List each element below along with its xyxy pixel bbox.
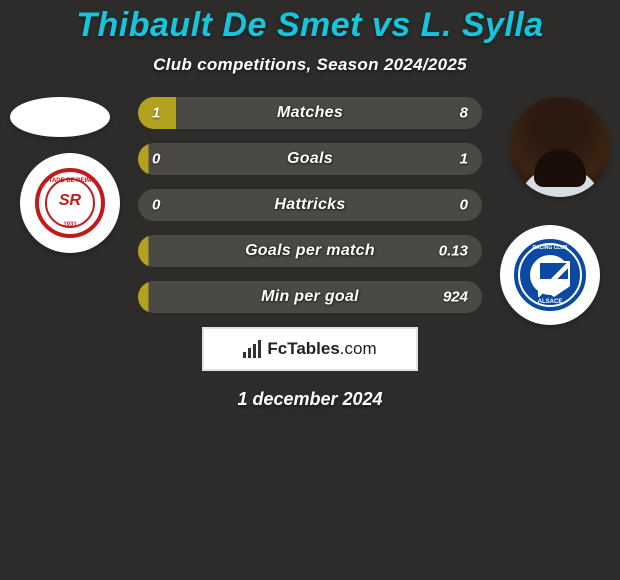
stat-row: Matches 1 8 xyxy=(138,97,482,129)
subtitle: Club competitions, Season 2024/2025 xyxy=(0,55,620,75)
stat-value-p1: 0 xyxy=(152,151,160,168)
stat-label: Goals xyxy=(287,150,333,168)
strasbourg-crest-icon: RACING CLUB ALSACE xyxy=(514,239,586,311)
player1-avatar xyxy=(10,97,110,137)
stat-value-p2: 924 xyxy=(443,289,468,306)
player1-club-badge: STADE DE REIMS 1931 xyxy=(20,153,120,253)
reims-crest-icon: STADE DE REIMS 1931 xyxy=(35,168,105,238)
stat-value-p1: 1 xyxy=(152,105,160,122)
stat-row: Goals 0 1 xyxy=(138,143,482,175)
stat-row: Hattricks 0 0 xyxy=(138,189,482,221)
stat-label: Goals per match xyxy=(245,242,375,260)
stat-value-p2: 0 xyxy=(460,197,468,214)
stat-label: Min per goal xyxy=(261,288,359,306)
stat-label: Matches xyxy=(277,104,343,122)
bar-chart-icon xyxy=(243,340,261,358)
stat-label: Hattricks xyxy=(274,196,345,214)
stat-row: Min per goal 924 xyxy=(138,281,482,313)
brand-domain: .com xyxy=(340,339,377,358)
stat-value-p2: 0.13 xyxy=(439,243,468,260)
player2-club-badge: RACING CLUB ALSACE xyxy=(500,225,600,325)
player2-avatar xyxy=(510,97,610,197)
page-title: Thibault De Smet vs L. Sylla xyxy=(0,0,620,45)
brand-text: FcTables.com xyxy=(267,339,376,359)
stat-value-p2: 8 xyxy=(460,105,468,122)
stat-value-p2: 1 xyxy=(460,151,468,168)
brand-box: FcTables.com xyxy=(202,327,418,371)
brand-name: FcTables xyxy=(267,339,339,358)
stat-value-p1: 0 xyxy=(152,197,160,214)
date-label: 1 december 2024 xyxy=(0,389,620,410)
stat-bars: Matches 1 8 Goals 0 1 Hattricks 0 0 Goals per mat… xyxy=(138,97,482,327)
comparison-card: Thibault De Smet vs L. Sylla Club compet… xyxy=(0,0,620,580)
stat-row: Goals per match 0.13 xyxy=(138,235,482,267)
